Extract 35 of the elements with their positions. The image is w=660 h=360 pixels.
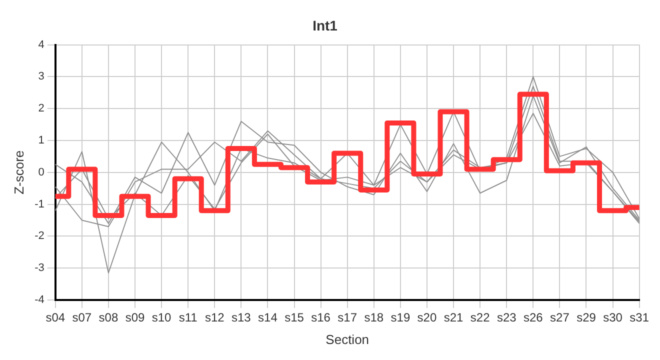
x-tick-label: s21 xyxy=(444,310,464,325)
x-tick-label: s20 xyxy=(417,310,437,325)
y-tick-label: 3 xyxy=(38,70,44,83)
x-axis-title: Section xyxy=(326,332,370,347)
x-tick-label: s09 xyxy=(125,310,146,325)
chart-title: Int1 xyxy=(312,17,338,34)
y-tick-label: -2 xyxy=(34,230,44,242)
y-tick-label: 2 xyxy=(38,102,44,115)
x-tick-label: s11 xyxy=(178,310,198,325)
y-axis-title: Z-score xyxy=(11,150,26,194)
x-tick-label: s26 xyxy=(523,310,544,325)
y-tick-label: -1 xyxy=(34,198,44,210)
x-tick-label: s31 xyxy=(630,310,650,325)
x-tick-label: s17 xyxy=(338,310,358,325)
x-tick-label: s22 xyxy=(470,310,490,325)
x-tick-label: s23 xyxy=(496,310,517,325)
x-tick-label: s18 xyxy=(364,310,384,325)
x-tick-label: s13 xyxy=(232,310,252,325)
x-tick-label: s07 xyxy=(72,310,92,325)
y-tick-label: -3 xyxy=(34,262,44,274)
x-tick-label: s29 xyxy=(576,310,596,325)
x-tick-label: s10 xyxy=(152,310,172,325)
x-tick-label: s19 xyxy=(390,310,410,325)
x-tick-label: s27 xyxy=(550,310,570,325)
x-tick-label: s04 xyxy=(46,310,66,325)
y-tick-label: 4 xyxy=(38,38,44,51)
x-tick-label: s30 xyxy=(603,310,623,325)
x-tick-label: s12 xyxy=(204,310,225,325)
y-tick-label: 0 xyxy=(38,166,44,178)
x-tick-label: s14 xyxy=(258,310,278,325)
x-tick-label: s15 xyxy=(284,310,304,325)
y-tick-label: 1 xyxy=(38,134,44,147)
y-tick-label: -4 xyxy=(34,294,44,306)
x-tick-label: s08 xyxy=(98,310,118,325)
x-tick-label: s16 xyxy=(311,310,331,325)
